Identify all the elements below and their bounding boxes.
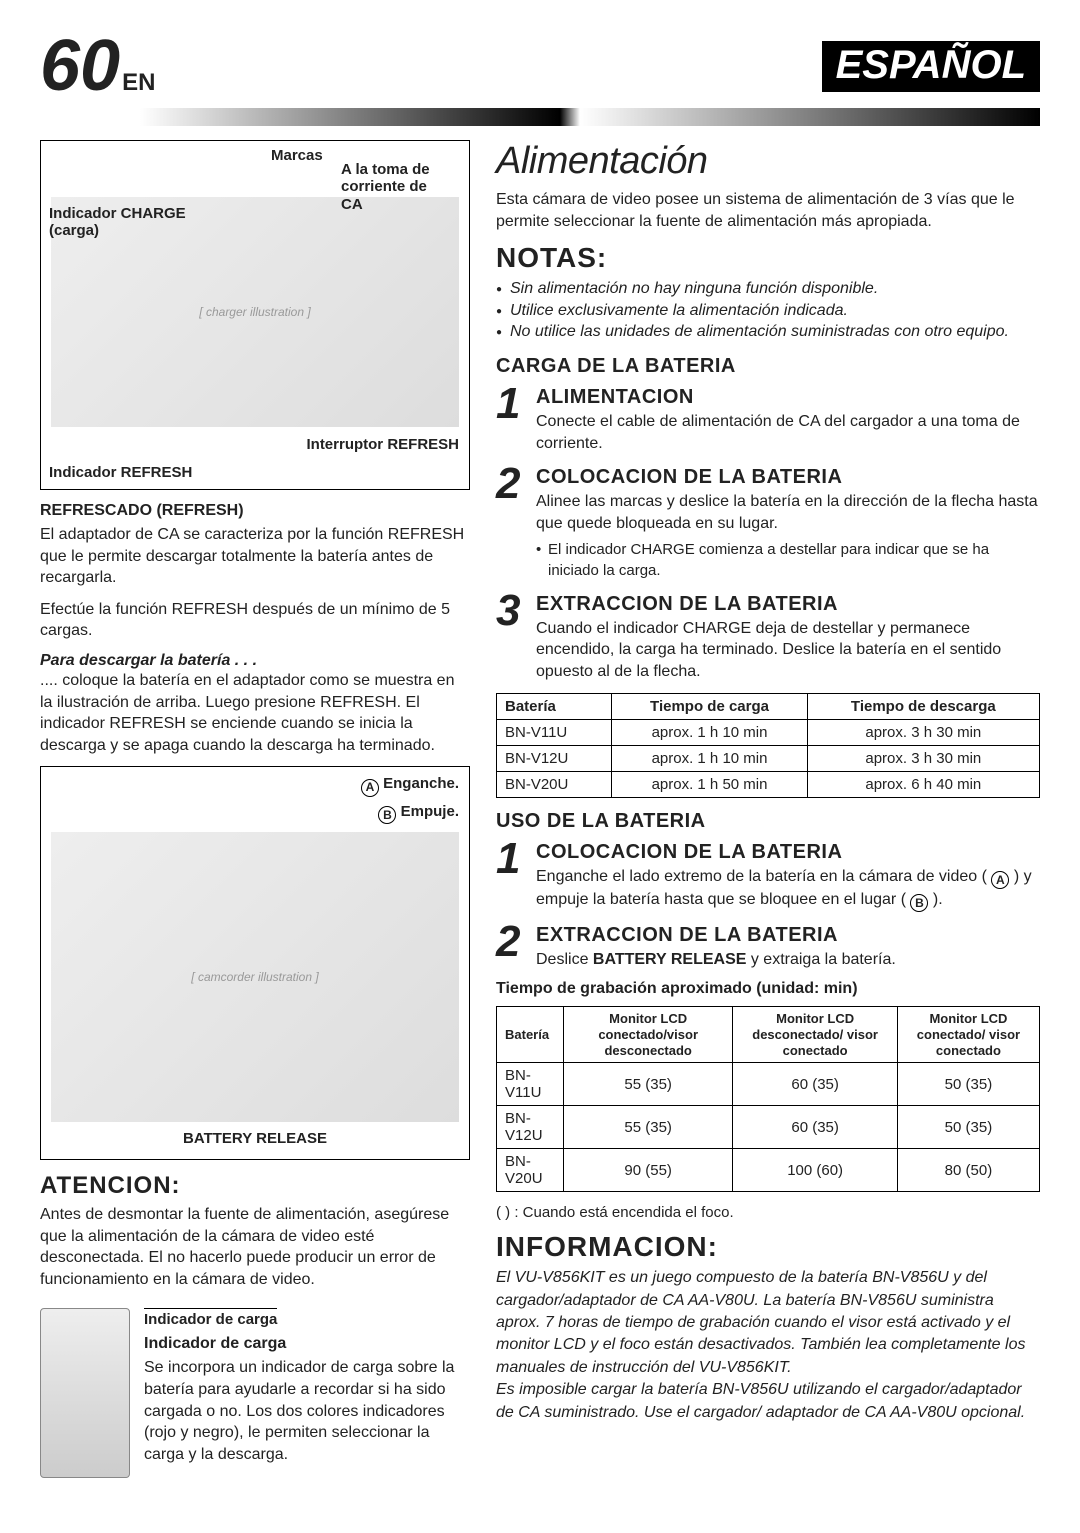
table-row: BN-V20Uaprox. 1 h 50 minaprox. 6 h 40 mi… [497,771,1040,797]
step-number: 2 [496,922,526,971]
table-header-row: Batería Monitor LCD conectado/visor desc… [497,1007,1040,1063]
carga-step: 3 EXTRACCION DE LA BATERIA Cuando el ind… [496,591,1040,683]
carga-step: 2 COLOCACION DE LA BATERIA Alinee las ma… [496,464,1040,581]
uso-step: 2 EXTRACCION DE LA BATERIA Deslice BATTE… [496,922,1040,971]
page-number: 60EN [40,30,155,102]
alimentacion-body: Esta cámara de video posee un sistema de… [496,189,1040,232]
battery-illustration [40,1308,130,1478]
page-header: 60EN ESPAÑOL [40,30,1040,102]
step-number: 2 [496,464,526,581]
table-row: BN-V11Uaprox. 1 h 10 minaprox. 3 h 30 mi… [497,719,1040,745]
label-battery-release: BATTERY RELEASE [183,1130,327,1147]
step-title: ALIMENTACION [536,384,1040,411]
step-title: EXTRACCION DE LA BATERIA [536,591,1040,618]
step-body: Deslice BATTERY RELEASE y extraiga la ba… [536,949,1040,971]
label-enganche: Enganche. [383,775,459,792]
refresh-p1: El adaptador de CA se caracteriza por la… [40,524,470,589]
circle-b-icon: B [910,894,928,912]
circle-a-icon: A [361,779,379,797]
notas-title: NOTAS: [496,242,1040,274]
refresh-discharge-title: Para descargar la batería . . . [40,652,470,670]
informacion-title: INFORMACION: [496,1231,1040,1263]
table-header-row: Batería Tiempo de carga Tiempo de descar… [497,693,1040,719]
label-marcas: Marcas [271,147,323,164]
refresh-p3: .... coloque la batería en el adaptador … [40,670,470,756]
step-body: Enganche el lado extremo de la batería e… [536,866,1040,912]
step-body: Cuando el indicador CHARGE deja de deste… [536,618,1040,683]
label-charge-indicator: Indicador CHARGE (carga) [49,205,189,240]
table-header: Batería [497,1007,564,1063]
right-column: Alimentación Esta cámara de video posee … [496,140,1040,1478]
rec-table-footnote: ( ) : Cuando está encendida el foco. [496,1204,1040,1221]
recording-time-table: Batería Monitor LCD conectado/visor desc… [496,1006,1040,1192]
step-number: 1 [496,839,526,912]
notas-item: No utilice las unidades de alimentación … [496,321,1040,343]
refresh-section: REFRESCADO (REFRESH) El adaptador de CA … [40,502,470,756]
step-number: 1 [496,384,526,454]
indicator-title: Indicador de carga [144,1335,470,1353]
notas-item: Sin alimentación no hay ninguna función … [496,278,1040,300]
notas-item: Utilice exclusivamente la alimentación i… [496,300,1040,322]
informacion-p2: Es imposible cargar la batería BN-V856U … [496,1379,1040,1424]
charge-time-table: Batería Tiempo de carga Tiempo de descar… [496,693,1040,798]
indicator-body: Se incorpora un indicador de carga sobre… [144,1357,470,1465]
table-row: BN-V12Uaprox. 1 h 10 minaprox. 3 h 30 mi… [497,745,1040,771]
step-title: COLOCACION DE LA BATERIA [536,464,1040,491]
uso-title: USO DE LA BATERIA [496,810,1040,833]
informacion-p1: El VU-V856KIT es un juego compuesto de l… [496,1267,1040,1379]
table-row: BN-V11U55 (35)60 (35)50 (35) [497,1063,1040,1106]
left-column: Marcas A la toma de corriente de CA Indi… [40,140,470,1478]
indicator-pointer-label: Indicador de carga [144,1311,277,1328]
table-row: BN-V20U90 (55)100 (60)80 (50) [497,1149,1040,1192]
circle-a-icon: A [991,871,1009,889]
carga-step: 1 ALIMENTACION Conecte el cable de alime… [496,384,1040,454]
alimentacion-title: Alimentación [496,140,1040,183]
language-badge: ESPAÑOL [822,41,1040,92]
label-refresh-switch: Interruptor REFRESH [306,436,459,453]
circle-b-icon: B [378,806,396,824]
step-body: Conecte el cable de alimentación de CA d… [536,411,1040,454]
atencion-body: Antes de desmontar la fuente de alimenta… [40,1204,470,1290]
table-header: Batería [497,693,612,719]
battery-indicator-section: Indicador de carga Indicador de carga Se… [40,1308,470,1478]
step-number: 3 [496,591,526,683]
page-number-value: 60 [40,26,120,106]
table-header: Monitor LCD desconectado/ visor conectad… [733,1007,898,1063]
rec-table-caption: Tiempo de grabación aproximado (unidad: … [496,980,1040,998]
header-gradient [40,108,1040,126]
atencion-title: ATENCION: [40,1172,470,1200]
table-row: BN-V12U55 (35)60 (35)50 (35) [497,1106,1040,1149]
camcorder-diagram-box: A Enganche. B Empuje. [ camcorder illust… [40,766,470,1160]
step-sub-bullet: El indicador CHARGE comienza a destellar… [536,540,1040,581]
table-header: Tiempo de carga [612,693,807,719]
carga-title: CARGA DE LA BATERIA [496,355,1040,378]
uso-step: 1 COLOCACION DE LA BATERIA Enganche el l… [496,839,1040,912]
label-empuje: Empuje. [401,803,459,820]
table-header: Monitor LCD conectado/visor desconectado [563,1007,732,1063]
step-title: COLOCACION DE LA BATERIA [536,839,1040,866]
step-title: EXTRACCION DE LA BATERIA [536,922,1040,949]
refresh-title: REFRESCADO (REFRESH) [40,502,470,520]
refresh-p2: Efectúe la función REFRESH después de un… [40,599,470,642]
charger-diagram-box: Marcas A la toma de corriente de CA Indi… [40,140,470,490]
label-toma: A la toma de corriente de CA [341,161,451,213]
notas-list: Sin alimentación no hay ninguna función … [496,278,1040,343]
camcorder-illustration: [ camcorder illustration ] [51,832,459,1122]
step-body: Alinee las marcas y deslice la batería e… [536,491,1040,534]
table-header: Tiempo de descarga [807,693,1039,719]
table-header: Monitor LCD conectado/ visor conectado [897,1007,1039,1063]
label-refresh-indicator: Indicador REFRESH [49,464,192,481]
page-number-suffix: EN [122,69,155,96]
